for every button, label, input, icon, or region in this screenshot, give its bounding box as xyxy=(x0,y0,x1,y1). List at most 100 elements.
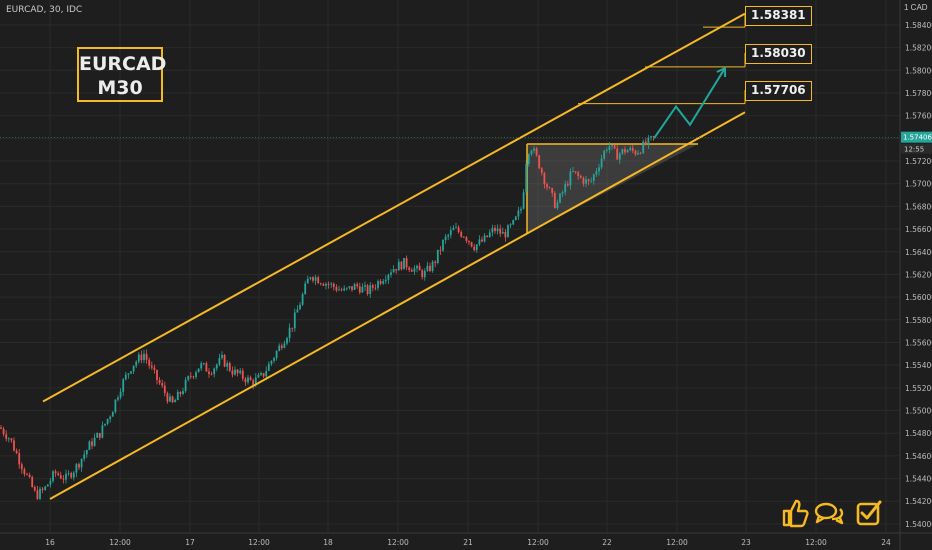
candle-body xyxy=(553,192,556,209)
candle-body xyxy=(319,283,322,285)
y-tick-label: 1.54400 xyxy=(905,475,932,484)
candle-body xyxy=(278,345,281,351)
candle-body xyxy=(301,294,304,305)
candle-body xyxy=(561,192,564,194)
candle-body xyxy=(127,373,130,375)
candle-body xyxy=(140,354,143,361)
candle-body xyxy=(340,289,343,291)
y-tick-label: 1.55600 xyxy=(905,338,932,347)
candle-body xyxy=(449,230,452,236)
candle-body xyxy=(182,391,184,394)
candle-body xyxy=(468,240,470,243)
candle-body xyxy=(135,361,138,366)
candle-body xyxy=(481,239,483,242)
candle-body xyxy=(322,284,325,286)
candle-body xyxy=(41,488,44,490)
candle-body xyxy=(434,261,437,263)
candle-body xyxy=(387,274,390,280)
candle-body xyxy=(85,450,88,455)
y-tick-label: 1.56000 xyxy=(905,293,932,302)
y-tick-label: 1.55200 xyxy=(905,384,932,393)
target-label-2: 1.58030 xyxy=(745,44,812,64)
candle-body xyxy=(447,235,450,237)
chat-bubbles-icon[interactable] xyxy=(813,498,845,528)
candle-body xyxy=(535,148,538,156)
candle-body xyxy=(486,235,489,237)
candle-body xyxy=(522,192,525,209)
candle-body xyxy=(397,261,400,271)
candle-body xyxy=(106,418,109,424)
candle-body xyxy=(96,433,99,438)
title-timeframe: M30 xyxy=(97,77,143,99)
y-tick-label: 1.57600 xyxy=(905,112,932,121)
candle-body xyxy=(592,174,595,181)
y-tick-label: 1.55000 xyxy=(905,407,932,416)
candle-body xyxy=(153,367,156,370)
candle-body xyxy=(262,373,265,377)
candle-body xyxy=(195,372,197,377)
candle-body xyxy=(184,379,187,392)
candle-body xyxy=(566,184,569,186)
candle-body xyxy=(465,237,468,241)
candle-body xyxy=(23,469,26,475)
candle-body xyxy=(546,184,548,188)
candle-body xyxy=(400,261,403,270)
thumbs-up-icon[interactable] xyxy=(781,498,809,528)
x-tick-label: 24 xyxy=(881,538,891,547)
candle-body xyxy=(161,383,164,386)
candle-body xyxy=(312,277,314,281)
candle-body xyxy=(374,287,377,289)
candle-body xyxy=(189,376,192,377)
candle-body xyxy=(551,188,554,193)
candle-body xyxy=(556,202,559,209)
candle-body xyxy=(202,363,205,365)
checkbox-icon[interactable] xyxy=(855,498,883,528)
candle-body xyxy=(231,370,234,375)
candle-body xyxy=(208,371,210,375)
candle-body xyxy=(436,249,439,263)
candle-body xyxy=(78,464,80,468)
candle-body xyxy=(293,312,296,329)
candle-body xyxy=(228,363,231,371)
candle-body xyxy=(631,147,634,151)
title-box: EURCAD M30 xyxy=(77,47,166,102)
candle-body xyxy=(200,363,203,369)
candle-body xyxy=(429,265,431,271)
candle-body xyxy=(273,358,275,361)
y-tick-label: 1.58400 xyxy=(905,21,932,30)
candle-body xyxy=(215,364,218,369)
candle-body xyxy=(109,416,112,419)
candle-body xyxy=(426,265,429,271)
candle-body xyxy=(91,441,93,446)
candle-body xyxy=(314,277,317,281)
candle-body xyxy=(49,480,52,485)
candle-body xyxy=(156,369,158,380)
candle-body xyxy=(624,149,626,153)
candle-body xyxy=(265,370,268,377)
candle-body xyxy=(26,474,28,475)
candle-body xyxy=(494,227,496,232)
candle-body xyxy=(117,397,119,400)
candle-body xyxy=(504,231,507,238)
candle-body xyxy=(236,369,239,374)
candle-body xyxy=(470,242,473,247)
candle-body xyxy=(247,377,249,383)
candle-body xyxy=(626,150,629,153)
candle-body xyxy=(101,425,104,438)
candle-body xyxy=(488,232,491,237)
candle-body xyxy=(392,269,395,273)
candle-body xyxy=(174,400,177,403)
candle-body xyxy=(457,227,460,232)
candle-body xyxy=(327,283,330,285)
candle-body xyxy=(353,284,356,290)
candle-body xyxy=(517,210,520,217)
x-tick-label: 21 xyxy=(463,538,473,547)
candle-body xyxy=(187,376,190,380)
x-tick-label: 12:00 xyxy=(248,538,270,547)
candle-body xyxy=(28,474,31,478)
candle-body xyxy=(54,471,57,474)
candle-body xyxy=(650,136,652,138)
channel-lower-line xyxy=(49,111,746,500)
candle-body xyxy=(460,231,463,237)
